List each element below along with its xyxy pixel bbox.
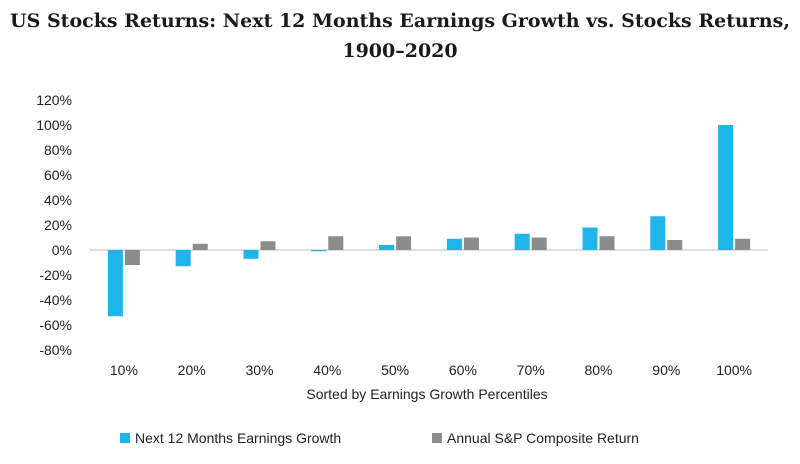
legend-swatch-sp-return <box>432 433 442 443</box>
y-axis-ticks: 120% 100% 80% 60% 40% 20% 0% -20% -40% -60% -80% <box>36 92 72 358</box>
chart-title-line-1: US Stocks Returns: Next 12 Months Earnin… <box>10 10 790 32</box>
x-tick-label: 30% <box>245 362 273 378</box>
y-tick-label: 120% <box>36 92 72 108</box>
earnings-growth-bar-90pct <box>650 216 666 250</box>
earnings-growth-bar-100pct <box>718 125 734 250</box>
legend: Next 12 Months Earnings Growth Annual S&… <box>120 430 639 446</box>
bars-group <box>107 125 751 317</box>
x-tick-label: 10% <box>110 362 138 378</box>
y-tick-label: 0% <box>52 242 72 258</box>
sp-return-bar-80pct <box>599 236 615 250</box>
sp-return-bar-70pct <box>531 237 547 250</box>
x-tick-label: 50% <box>381 362 409 378</box>
sp-return-bar-60pct <box>463 237 479 250</box>
y-tick-label: 100% <box>36 117 72 133</box>
legend-label-sp-return: Annual S&P Composite Return <box>447 430 639 446</box>
sp-return-bar-40pct <box>328 236 344 250</box>
sp-return-bar-90pct <box>667 240 683 250</box>
y-tick-label: 80% <box>44 142 72 158</box>
x-tick-label: 20% <box>178 362 206 378</box>
sp-return-bar-50pct <box>396 236 412 250</box>
legend-label-earnings: Next 12 Months Earnings Growth <box>135 430 341 446</box>
x-tick-label: 70% <box>517 362 545 378</box>
sp-return-bar-100pct <box>735 238 751 250</box>
earnings-growth-bar-50pct <box>379 245 395 250</box>
x-tick-label: 100% <box>716 362 752 378</box>
y-tick-label: 20% <box>44 217 72 233</box>
x-tick-label: 80% <box>584 362 612 378</box>
sp-return-bar-20pct <box>192 243 208 250</box>
x-axis-title: Sorted by Earnings Growth Percentiles <box>306 386 547 402</box>
chart-title: US Stocks Returns: Next 12 Months Earnin… <box>0 6 800 66</box>
sp-return-bar-30pct <box>260 241 276 250</box>
legend-swatch-earnings <box>120 433 130 443</box>
earnings-growth-bar-60pct <box>446 238 462 250</box>
earnings-growth-bar-10pct <box>107 250 123 317</box>
y-tick-label: 60% <box>44 167 72 183</box>
x-axis-ticks: 10% 20% 30% 40% 50% 60% 70% 80% 90% 100% <box>110 362 752 378</box>
earnings-growth-bar-20pct <box>175 250 191 267</box>
earnings-growth-bar-40pct <box>311 250 327 252</box>
x-tick-label: 60% <box>449 362 477 378</box>
y-tick-label: -80% <box>39 342 72 358</box>
y-tick-label: 40% <box>44 192 72 208</box>
chart-title-line-2: 1900–2020 <box>342 40 458 62</box>
earnings-growth-bar-30pct <box>243 250 259 259</box>
y-tick-label: -60% <box>39 317 72 333</box>
earnings-growth-bar-70pct <box>514 233 530 250</box>
y-tick-label: -40% <box>39 292 72 308</box>
y-tick-label: -20% <box>39 267 72 283</box>
x-tick-label: 90% <box>652 362 680 378</box>
sp-return-bar-10pct <box>124 250 140 265</box>
x-tick-label: 40% <box>313 362 341 378</box>
earnings-growth-bar-80pct <box>582 227 598 250</box>
